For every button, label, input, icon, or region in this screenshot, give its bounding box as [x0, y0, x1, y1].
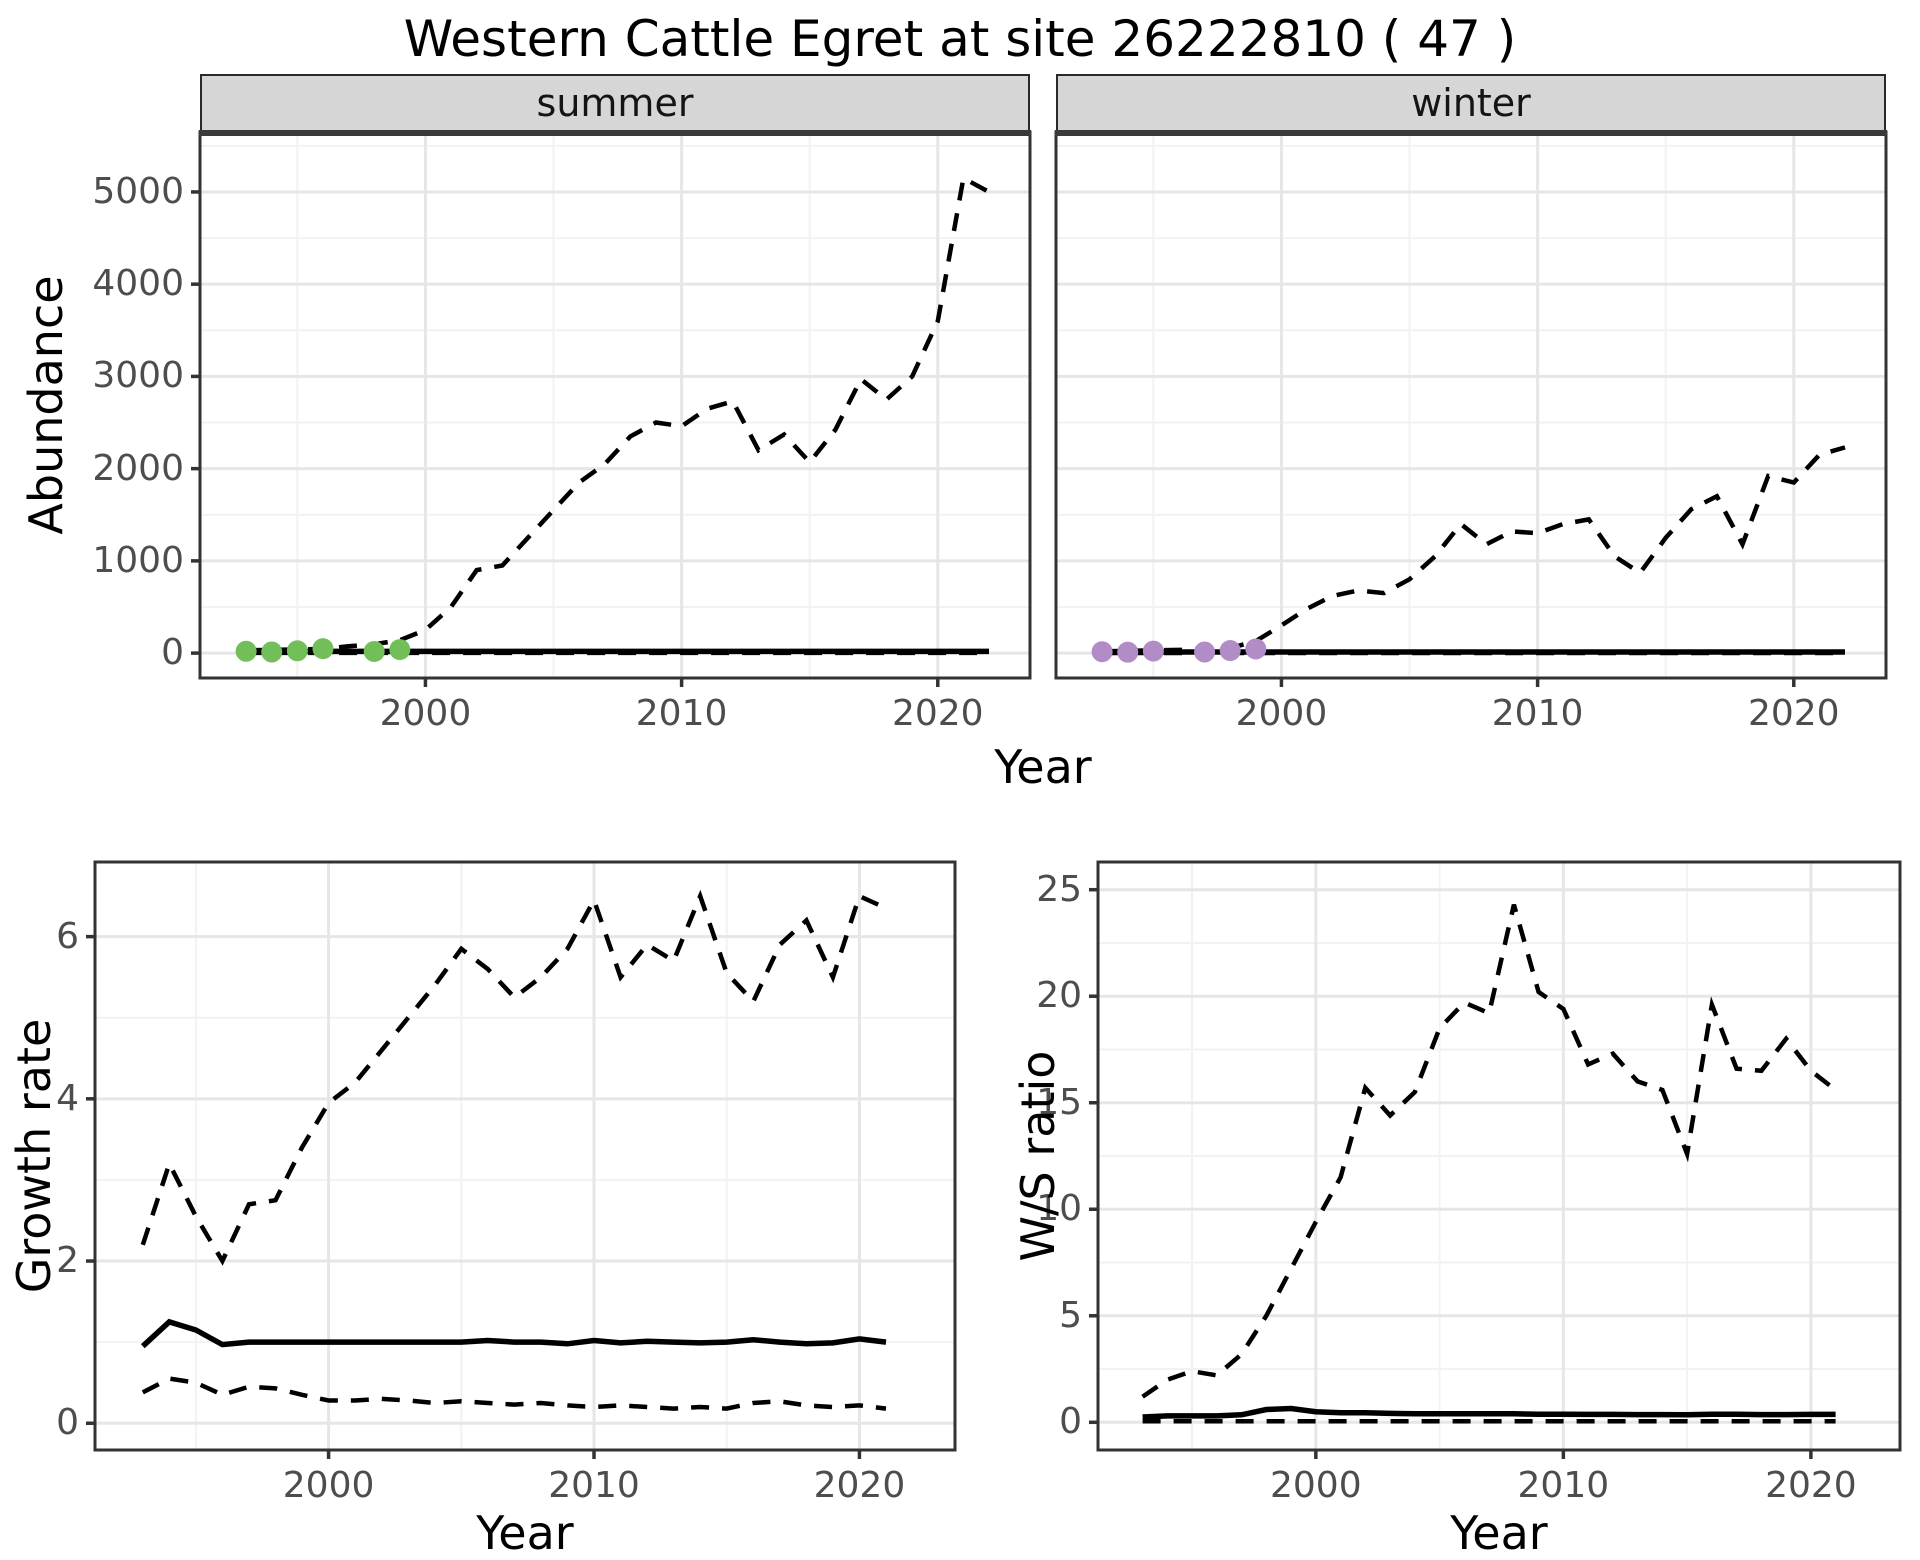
- growth-rate-x-tick-label: 2020: [813, 1465, 906, 1506]
- abundance-summer-y-tick-label: 0: [161, 632, 184, 674]
- abundance-summer-y-tick-label: 3000: [92, 355, 184, 397]
- abundance-summer-observed-point: [286, 640, 308, 662]
- ws-ratio-y-tick-label: 0: [1059, 1401, 1082, 1443]
- abundance-summer-observed-point: [312, 638, 334, 660]
- abundance-winter-observed-point: [1091, 641, 1113, 663]
- x-axis-title-year-top: Year: [994, 740, 1092, 794]
- page-title: Western Cattle Egret at site 26222810 ( …: [403, 10, 1517, 68]
- ws-ratio-median-line: [1142, 1405, 1836, 1420]
- abundance-summer-y-tick-label: 4000: [92, 263, 184, 305]
- abundance-winter-x-tick-label: 2010: [1491, 693, 1584, 734]
- y-axis-title-growth-rate: Growth rate: [7, 1018, 61, 1294]
- facet-strip-winter-label: winter: [1411, 81, 1531, 125]
- abundance-summer-x-tick-label: 2020: [891, 693, 984, 734]
- y-axis-title-abundance: Abundance: [19, 275, 73, 535]
- abundance-summer-observed-point: [389, 639, 411, 661]
- x-axis-title-year-growth: Year: [476, 1506, 574, 1560]
- abundance-winter-observed-point: [1219, 640, 1241, 662]
- abundance-summer-x-tick-label: 2010: [635, 693, 728, 734]
- growth-rate-median-line: [140, 1318, 887, 1349]
- growth-rate-x-tick-label: 2000: [282, 1465, 375, 1506]
- growth-rate-panel-border: [93, 860, 957, 1452]
- abundance-summer-observed-point: [261, 641, 283, 663]
- ws-ratio-y-tick-label: 20: [1036, 975, 1082, 1017]
- abundance-summer-y-tick-label: 1000: [92, 539, 184, 581]
- ws-ratio-x-tick-label: 2020: [1765, 1465, 1857, 1506]
- abundance-winter-observed-point: [1194, 641, 1216, 663]
- abundance-winter-upper_95_CI-line: [1102, 445, 1846, 654]
- ws-ratio-y-tick-label: 10: [1036, 1188, 1082, 1230]
- growth-rate-y-tick-label: 2: [56, 1240, 79, 1282]
- facet-strip-summer: summer: [200, 74, 1030, 132]
- growth-rate-panel-bg: [95, 862, 955, 1450]
- x-axis-title-year-ws: Year: [1450, 1506, 1548, 1560]
- abundance-winter-x-tick-label: 2000: [1235, 693, 1328, 734]
- y-axis-title-ws-ratio: W/S ratio: [1011, 1050, 1065, 1262]
- abundance-summer-panel-bg: [200, 132, 1030, 678]
- facet-strip-summer-label: summer: [536, 81, 694, 125]
- ws-ratio-x-tick-label: 2000: [1270, 1465, 1362, 1506]
- abundance-winter-panel-bg: [1056, 132, 1886, 678]
- growth-rate-lower_95_CI-line: [141, 1376, 887, 1411]
- ws-ratio-panel-border: [1096, 860, 1902, 1452]
- ws-ratio-y-tick-label: 5: [1059, 1294, 1082, 1336]
- abundance-winter-x-tick-label: 2020: [1747, 693, 1840, 734]
- abundance-summer-y-tick-label: 2000: [92, 447, 184, 489]
- ws-ratio-y-tick-label: 25: [1036, 868, 1082, 910]
- growth-rate-y-tick-label: 4: [56, 1077, 79, 1119]
- abundance-summer-x-tick-label: 2000: [379, 693, 472, 734]
- ws-ratio-x-tick-label: 2010: [1517, 1465, 1610, 1506]
- abundance-winter-observed-point: [1245, 638, 1267, 660]
- abundance-winter-observed-point: [1117, 641, 1139, 663]
- facet-strip-winter: winter: [1056, 74, 1886, 132]
- abundance-winter-observed-point: [1142, 640, 1164, 662]
- abundance-summer-observed-point: [235, 640, 257, 662]
- growth-rate-y-tick-label: 6: [56, 915, 79, 957]
- ws-ratio-y-tick-label: 15: [1036, 1081, 1082, 1123]
- growth-rate-y-tick-label: 0: [56, 1402, 79, 1444]
- growth-rate-x-tick-label: 2010: [548, 1465, 640, 1506]
- abundance-summer-y-tick-label: 5000: [92, 170, 184, 212]
- abundance-summer-observed-point: [363, 640, 385, 662]
